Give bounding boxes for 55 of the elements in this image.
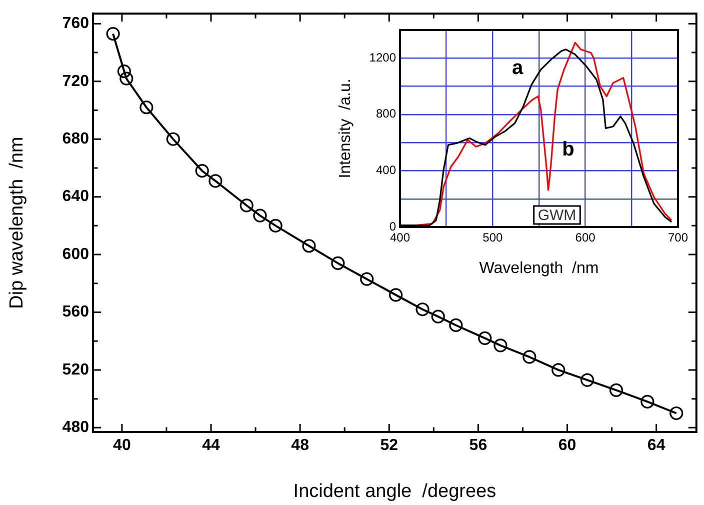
y-tick-label: 520: [62, 361, 90, 378]
x-tick-label: 400: [390, 230, 410, 245]
y-tick-label: 680: [62, 130, 90, 148]
x-tick-label: 44: [202, 437, 220, 454]
annotation: GWM: [538, 207, 576, 224]
point: [331, 256, 345, 270]
point: [670, 406, 684, 420]
x-axis-title: Incident angle /degrees: [293, 480, 496, 502]
point: [166, 132, 180, 146]
y-axis-title: Intensity /a.u.: [337, 78, 354, 178]
point: [117, 64, 131, 78]
x-tick-label: 700: [668, 230, 688, 245]
x-tick-label: 600: [575, 230, 596, 245]
x-tick-label: 48: [291, 437, 310, 454]
x-tick-label: 60: [558, 437, 576, 454]
x-tick-label: 56: [469, 437, 488, 454]
y-tick-label: 560: [62, 304, 90, 321]
y-tick-label: 400: [376, 163, 396, 178]
point: [253, 208, 267, 222]
series-label: a: [512, 57, 524, 80]
point: [431, 310, 445, 324]
x-tick-label: 500: [482, 230, 503, 245]
point: [120, 72, 134, 86]
point: [416, 302, 430, 316]
point: [195, 164, 209, 178]
y-tick-label: 760: [62, 15, 90, 32]
point: [240, 198, 254, 212]
x-tick-label: 64: [647, 437, 666, 454]
point: [208, 174, 222, 188]
y-axis-title: Dip wavelength /nm: [6, 136, 28, 309]
point: [268, 218, 282, 232]
point: [389, 288, 403, 302]
y-tick-label: 720: [62, 72, 90, 90]
point: [494, 338, 508, 352]
y-tick-label: 800: [376, 106, 396, 121]
y-tick-label: 480: [62, 419, 90, 436]
point: [140, 100, 154, 114]
x-tick-label: 52: [380, 437, 398, 454]
x-tick-label: 40: [113, 437, 131, 454]
point: [360, 272, 374, 286]
series-label: b: [562, 138, 574, 161]
point: [522, 350, 536, 364]
x-axis-title: Wavelength /nm: [479, 260, 599, 277]
y-tick-label: 0: [389, 219, 396, 234]
point: [552, 363, 566, 377]
y-tick-label: 640: [62, 188, 90, 206]
point: [640, 394, 654, 408]
point: [609, 383, 624, 397]
point: [106, 27, 120, 41]
y-tick-label: 600: [62, 246, 90, 263]
point: [302, 239, 316, 253]
point: [449, 318, 463, 332]
y-tick-label: 1200: [369, 50, 396, 64]
point: [478, 331, 492, 346]
point: [580, 373, 594, 387]
